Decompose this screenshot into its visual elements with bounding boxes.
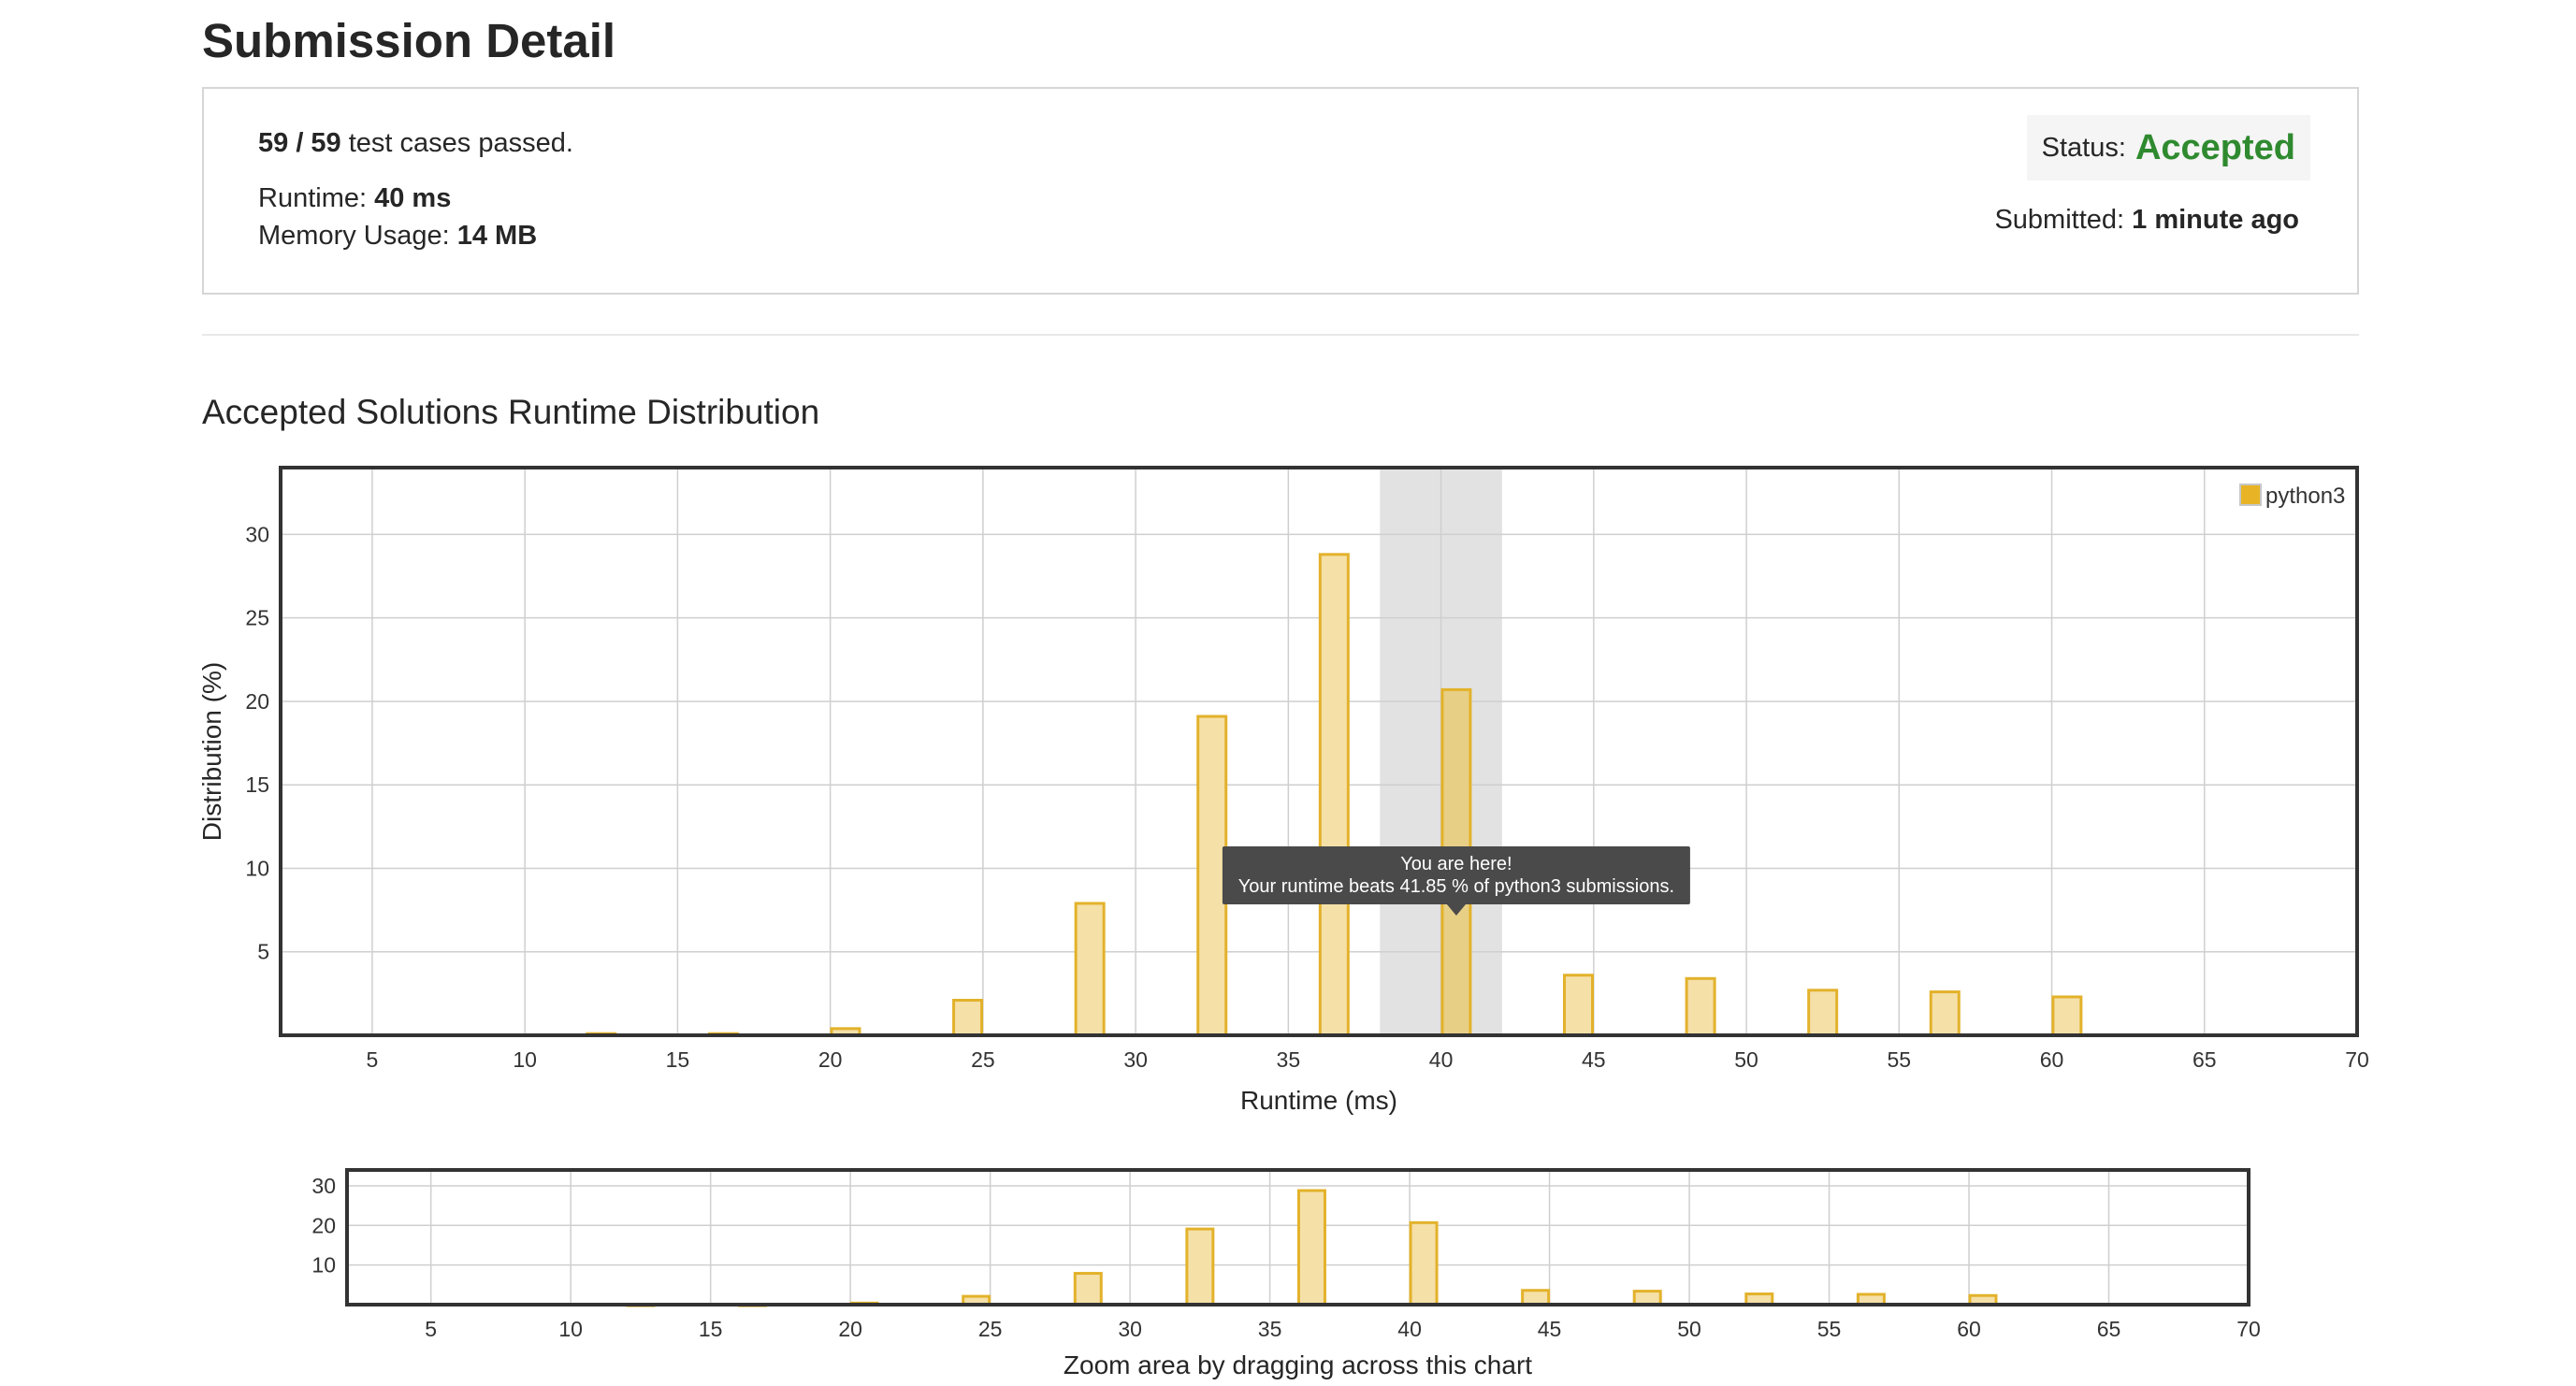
x-tick-label-40: 40 — [1429, 1047, 1454, 1072]
bar-36.5 — [1318, 553, 1350, 1037]
x-tick-label-55: 55 — [1817, 1317, 1842, 1341]
plot-frame — [345, 1168, 2250, 1307]
bar-44.5 — [1521, 1289, 1551, 1307]
x-tick-label-60: 60 — [1957, 1317, 1981, 1341]
x-tick-label-35: 35 — [1277, 1047, 1301, 1072]
x-tick-label-10: 10 — [513, 1047, 537, 1072]
x-tick-label-30: 30 — [1123, 1047, 1148, 1072]
y-tick-label-30: 30 — [311, 1174, 336, 1198]
test-cases-result: 59 / 59 test cases passed. — [258, 128, 573, 159]
x-tick-label-5: 5 — [367, 1047, 379, 1072]
bar-48.5 — [1632, 1290, 1662, 1307]
x-tick-label-55: 55 — [1887, 1047, 1911, 1072]
x-tick-label-45: 45 — [1582, 1047, 1606, 1072]
y-tick-label-25: 25 — [245, 606, 269, 630]
y-tick-label-5: 5 — [257, 940, 269, 964]
y-tick-label-20: 20 — [311, 1213, 336, 1237]
y-tick-label-30: 30 — [245, 522, 269, 546]
x-tick-label-50: 50 — [1677, 1317, 1701, 1341]
y-axis-label: Distribution (%) — [197, 662, 226, 841]
bar-48.5 — [1685, 976, 1716, 1037]
memory-value: 14 MB — [456, 221, 538, 251]
x-tick-label-5: 5 — [425, 1317, 437, 1341]
y-tick-label-10: 10 — [245, 856, 269, 880]
submitted-time: Submitted: 1 minute ago — [1994, 205, 2299, 236]
bar-44.5 — [1563, 974, 1594, 1037]
section-title: Accepted Solutions Runtime Distribution — [202, 393, 820, 431]
y-tick-label-10: 10 — [311, 1253, 336, 1278]
x-tick-label-65: 65 — [2192, 1047, 2217, 1072]
x-axis-label: Runtime (ms) — [1240, 1086, 1397, 1115]
legend-label: python3 — [2265, 484, 2345, 509]
x-tick-label-50: 50 — [1734, 1047, 1758, 1072]
x-tick-label-10: 10 — [558, 1317, 583, 1341]
x-tick-label-65: 65 — [2097, 1317, 2121, 1341]
y-tick-label-20: 20 — [245, 689, 269, 714]
x-tick-label-70: 70 — [2236, 1317, 2261, 1341]
zoom-navigator-chart: 5 10 15 20 25 30 35 40 45 50 55 60 65 70 10 20 30 Zoom ar… — [311, 1168, 2261, 1379]
x-axis-label: Zoom area by dragging across this chart — [1064, 1350, 1532, 1379]
x-tick-label-60: 60 — [2040, 1047, 2064, 1072]
y-tick-label-15: 15 — [245, 772, 269, 797]
submission-summary-panel: 59 / 59 test cases passed. Runtime: 40 m… — [202, 87, 2359, 295]
x-tick-label-15: 15 — [666, 1047, 690, 1072]
legend-swatch — [2239, 484, 2262, 506]
status-badge: Status: Accepted — [2026, 115, 2310, 180]
memory-label: Memory Usage: — [258, 221, 457, 251]
x-tick-label-30: 30 — [1118, 1317, 1142, 1341]
memory-line: Memory Usage: 14 MB — [258, 221, 537, 252]
tooltip-arrow — [1446, 904, 1466, 916]
tooltip-box — [1222, 846, 1690, 904]
bar-36.5 — [1296, 1189, 1326, 1307]
bar-52.5 — [1807, 989, 1839, 1037]
status-label: Status: — [2041, 132, 2126, 163]
x-tick-label-25: 25 — [971, 1047, 995, 1072]
bar-32.5 — [1196, 715, 1228, 1037]
test-cases-count: 59 / 59 — [258, 128, 341, 158]
tooltip-line-1: You are here! — [1400, 854, 1512, 874]
runtime-distribution-chart: 5 10 15 20 25 30 35 40 45 50 55 60 65 70 5 10 15 20 25 30 Ru… — [197, 466, 2369, 1115]
x-tick-label-15: 15 — [699, 1317, 723, 1341]
bar-40.5 — [1409, 1220, 1439, 1307]
section-divider — [202, 334, 2359, 336]
bar-32.5 — [1185, 1227, 1215, 1307]
test-cases-suffix: test cases passed. — [340, 128, 573, 158]
bar-24.5 — [952, 999, 984, 1037]
x-tick-label-35: 35 — [1258, 1317, 1282, 1341]
page-title: Submission Detail — [202, 14, 616, 67]
submitted-value: 1 minute ago — [2132, 205, 2299, 235]
runtime-line: Runtime: 40 ms — [258, 183, 451, 214]
plot-frame — [279, 466, 2359, 1037]
tooltip-line-2: Your runtime beats 41.85 % of python3 su… — [1238, 876, 1674, 897]
x-tick-label-20: 20 — [818, 1047, 843, 1072]
x-tick-label-45: 45 — [1538, 1317, 1562, 1341]
status-value[interactable]: Accepted — [2135, 127, 2295, 167]
bar-60.5 — [2051, 995, 2083, 1037]
bar-28.5 — [1073, 1272, 1103, 1307]
x-tick-label-40: 40 — [1397, 1317, 1422, 1341]
x-tick-label-25: 25 — [978, 1317, 1003, 1341]
bar-56.5 — [1929, 990, 1961, 1037]
bar-28.5 — [1074, 902, 1106, 1037]
x-tick-label-70: 70 — [2345, 1047, 2369, 1072]
x-tick-label-20: 20 — [838, 1317, 862, 1341]
runtime-value: 40 ms — [374, 183, 452, 213]
submitted-label: Submitted: — [1994, 205, 2133, 235]
runtime-label: Runtime: — [258, 183, 375, 213]
